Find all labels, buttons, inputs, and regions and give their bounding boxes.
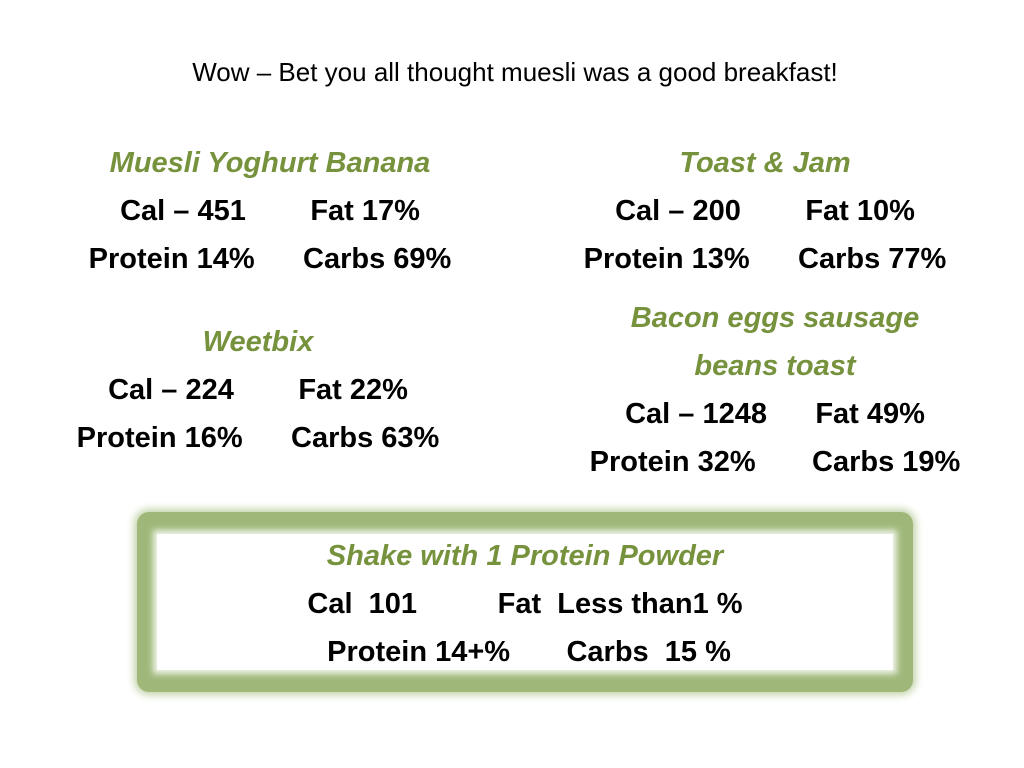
protein-value: Protein 14% (88, 243, 255, 275)
cal-fat-row: Cal – 451 Fat 17% (20, 187, 520, 235)
shake-block: Shake with 1 Protein Powder Cal 101 Fat … (137, 532, 913, 676)
carbs-value: Carbs 19% (812, 446, 961, 478)
weetbix-block: Weetbix Cal – 224 Fat 22% Protein 16% Ca… (8, 318, 508, 462)
item-name-line2: beans toast (694, 350, 856, 382)
protein-carbs-row: Protein 16% Carbs 63% (8, 414, 508, 462)
cal-value: Cal – 224 (108, 374, 234, 406)
toast-jam-block: Toast & Jam Cal – 200 Fat 10% Protein 13… (520, 139, 1010, 283)
cal-fat-row: Cal – 224 Fat 22% (8, 366, 508, 414)
muesli-yoghurt-banana-block: Muesli Yoghurt Banana Cal – 451 Fat 17% … (20, 139, 520, 283)
protein-carbs-row: Protein 32% Carbs 19% (530, 438, 1020, 486)
cal-value: Cal 101 (307, 588, 418, 620)
item-name: Muesli Yoghurt Banana (109, 147, 431, 179)
carbs-value: Carbs 69% (303, 243, 452, 275)
item-name: Toast & Jam (679, 147, 851, 179)
shake-cal-fat-row: Cal 101 Fat Less than1 % (137, 580, 913, 628)
bacon-eggs-block: Bacon eggs sausage beans toast Cal – 124… (530, 294, 1020, 486)
protein-value: Protein 16% (76, 422, 243, 454)
cal-value: Cal – 200 (615, 195, 741, 227)
cal-value: Cal – 451 (120, 195, 246, 227)
fat-value: Fat 10% (805, 195, 915, 227)
protein-value: Protein 14+% (327, 636, 511, 668)
carbs-value: Carbs 15 % (566, 636, 731, 668)
shake-protein-carbs-row: Protein 14+% Carbs 15 % (137, 628, 913, 676)
fat-value: Fat 49% (815, 398, 925, 430)
item-name-line1: Bacon eggs sausage (630, 302, 920, 334)
slide-title: Wow – Bet you all thought muesli was a g… (192, 57, 838, 87)
protein-carbs-row: Protein 14% Carbs 69% (20, 235, 520, 283)
protein-value: Protein 32% (589, 446, 756, 478)
cal-fat-row: Cal – 200 Fat 10% (520, 187, 1010, 235)
carbs-value: Carbs 77% (798, 243, 947, 275)
fat-value: Fat 17% (310, 195, 420, 227)
shake-name: Shake with 1 Protein Powder (326, 540, 724, 572)
cal-value: Cal – 1248 (625, 398, 767, 430)
protein-value: Protein 13% (583, 243, 750, 275)
item-name: Weetbix (202, 326, 314, 358)
carbs-value: Carbs 63% (291, 422, 440, 454)
shake-highlight-inner (157, 534, 893, 670)
fat-value: Fat 22% (298, 374, 408, 406)
protein-carbs-row: Protein 13% Carbs 77% (520, 235, 1010, 283)
shake-highlight-frame (137, 512, 913, 692)
cal-fat-row: Cal – 1248 Fat 49% (530, 390, 1020, 438)
fat-value: Fat Less than1 % (497, 588, 743, 620)
